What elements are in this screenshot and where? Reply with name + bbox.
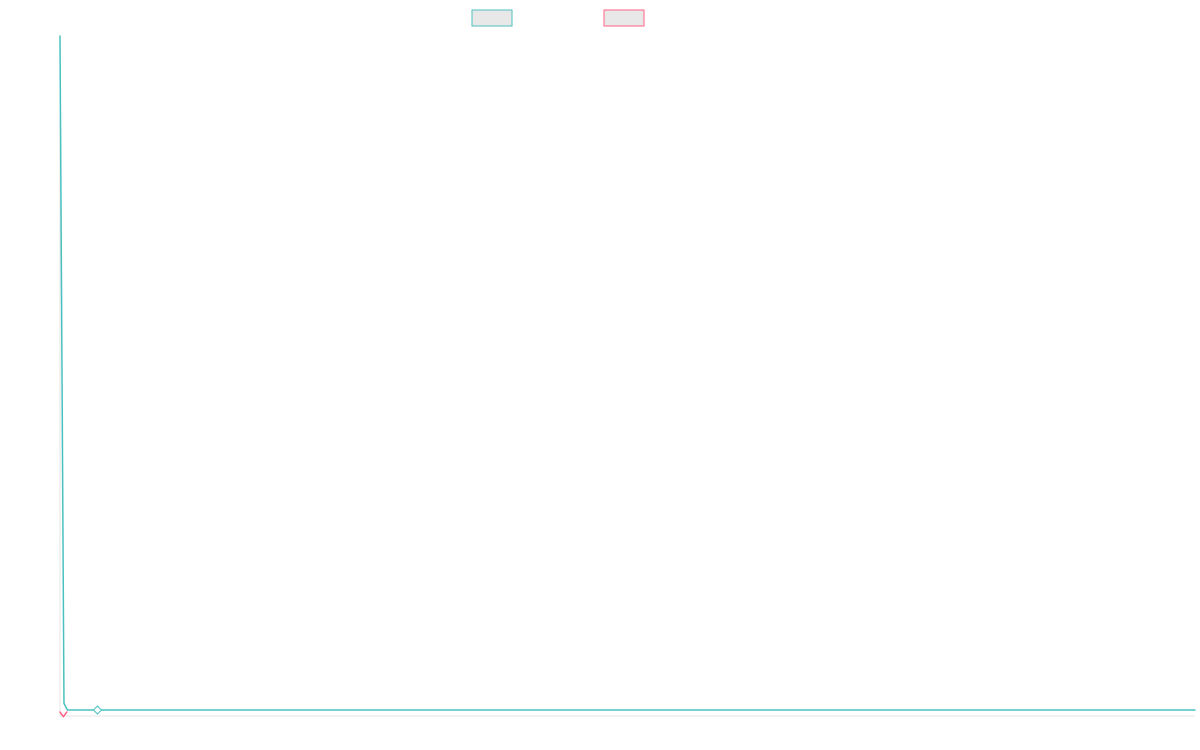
series-1-line bbox=[59, 35, 1196, 711]
legend-swatch-2[interactable] bbox=[603, 9, 645, 27]
series-2-line bbox=[59, 711, 68, 718]
series-1-marker-1 bbox=[92, 705, 103, 715]
legend-swatch-1[interactable] bbox=[471, 9, 513, 27]
